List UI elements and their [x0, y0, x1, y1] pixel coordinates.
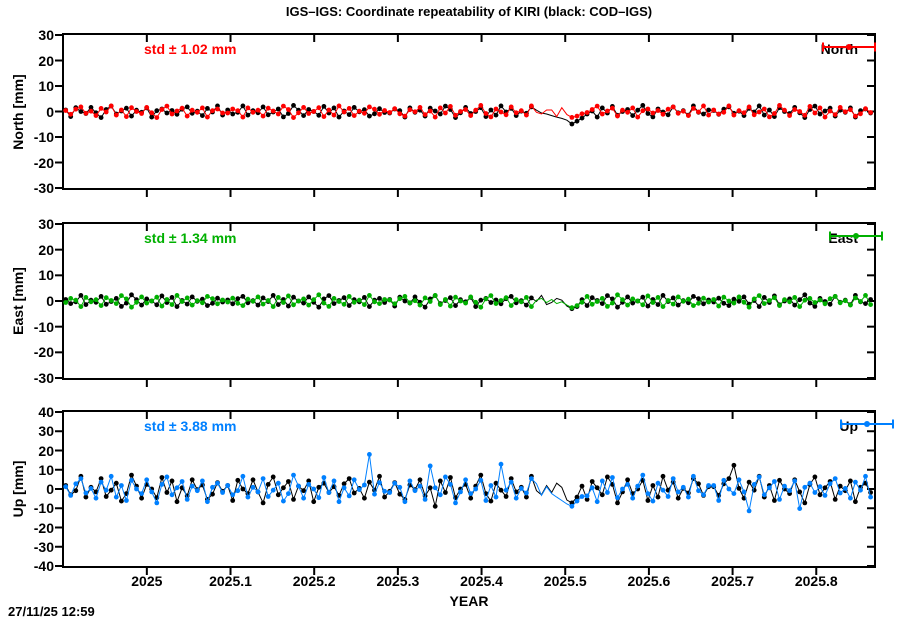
x-tick-label: 2025.6 [627, 573, 671, 589]
east-plot [55, 223, 874, 387]
y-tick-label: -10 [33, 129, 54, 145]
x-tick-label: 2025.3 [376, 573, 420, 589]
y-tick-label: -20 [33, 344, 54, 361]
plot-timestamp: 27/11/25 12:59 [8, 604, 95, 619]
y-tick-label: 20 [38, 442, 54, 459]
north-plot [55, 34, 874, 197]
y-tick-label: -10 [33, 500, 54, 517]
y-tick-label: 20 [38, 241, 54, 258]
y-tick-label: -10 [33, 318, 54, 335]
north-y-axis-label: North [mm] [10, 73, 26, 150]
series-IGS-IGS [63, 292, 873, 311]
series-IGS-IGS [63, 452, 873, 514]
y-tick-label: -30 [33, 180, 54, 196]
y-tick-label: -20 [33, 154, 54, 171]
y-tick-label: 40 [38, 404, 54, 420]
y-tick-label: 0 [46, 103, 54, 120]
y-tick-label: 0 [46, 293, 54, 309]
y-tick-label: 10 [38, 267, 54, 284]
panel-north: std ± 1.02 mm North North [mm] -30 -20 -10… [10, 27, 876, 197]
up-legend-errorbar-icon [840, 419, 895, 429]
axis-ticks [55, 223, 874, 387]
x-tick-label: 2025.4 [460, 573, 503, 589]
y-tick-label: 30 [38, 27, 54, 43]
panel-up: std ± 3.88 mm Up Up [mm] -40 -30 -20 -10 0 10… [10, 404, 895, 575]
up-std-label: std ± 3.88 mm [144, 418, 237, 434]
series-IGS-IGS [63, 103, 873, 120]
up-legend-label: Up [839, 418, 858, 434]
east-legend-errorbar-icon [829, 231, 884, 241]
east-y-axis-label: East [mm] [10, 267, 26, 335]
y-tick-label: 30 [38, 216, 54, 232]
y-tick-label: 20 [38, 52, 54, 69]
y-tick-label: 30 [38, 423, 54, 440]
y-tick-label: 10 [38, 461, 54, 478]
y-tick-label: -40 [33, 558, 54, 574]
axis-ticks [55, 34, 874, 197]
series-COD-IGS [63, 292, 873, 312]
east-legend-label: East [828, 230, 858, 246]
x-tick-label: 2025.8 [794, 573, 838, 589]
up-legend: Up [839, 418, 895, 434]
x-tick-label: 2025.2 [292, 573, 336, 589]
east-legend: East [828, 230, 884, 246]
north-legend-errorbar-icon [821, 42, 876, 52]
y-tick-label: 10 [38, 78, 54, 94]
chart-title: IGS–IGS: Coordinate repeatability of KIR… [285, 4, 653, 19]
up-y-axis-label: Up [mm] [10, 460, 26, 518]
panel-east: std ± 1.34 mm East East [mm] -30 -20 -10 0 1… [10, 216, 884, 387]
east-std-label: std ± 1.34 mm [144, 230, 237, 246]
y-tick-label: -20 [33, 519, 54, 536]
up-plot [55, 411, 874, 575]
axis-ticks [55, 411, 874, 575]
north-legend: North [821, 41, 876, 57]
x-axis-label: YEAR [449, 593, 489, 609]
x-tick-label: 2025 [131, 573, 163, 589]
y-tick-label: 0 [46, 481, 54, 497]
north-std-label: std ± 1.02 mm [144, 41, 237, 57]
x-tick-label: 2025.5 [543, 573, 587, 589]
y-tick-label: -30 [33, 538, 54, 555]
series-COD-IGS [63, 103, 873, 127]
x-tick-label: 2025.7 [711, 573, 754, 589]
x-axis-tick-labels: 2025 2025.1 2025.2 2025.3 2025.4 2025.5 2025.6… [64, 573, 874, 591]
y-tick-label: -30 [33, 370, 54, 386]
x-tick-label: 2025.1 [209, 573, 252, 589]
